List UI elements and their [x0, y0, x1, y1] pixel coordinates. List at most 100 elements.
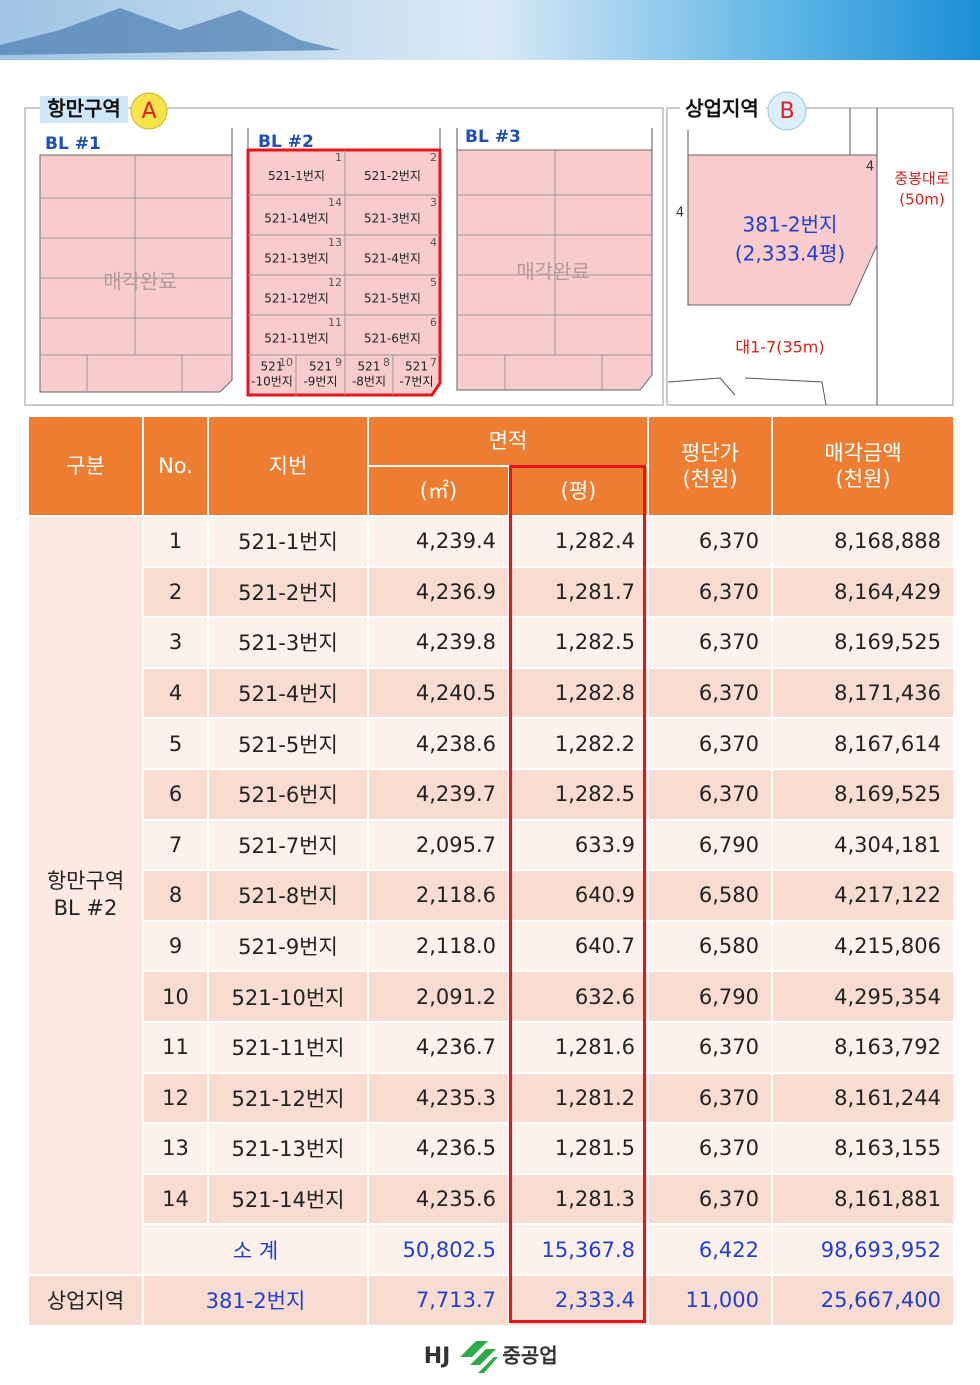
table-cell: 1,282.5 — [507, 767, 650, 821]
lot-label: 521 — [261, 360, 284, 374]
table-cell: 4,239.7 — [367, 767, 510, 821]
block-name: BL #2 — [258, 132, 314, 152]
table-cell: 521-7번지 — [207, 818, 369, 872]
table-cell: 521-11번지 — [207, 1020, 369, 1074]
table-cell: 4,215,806 — [771, 919, 956, 973]
lot-number: 4 — [430, 236, 437, 249]
road-width: (50m) — [899, 191, 944, 209]
header-cell: 평단가 (천원) — [647, 415, 774, 517]
table-row: 2 521-2번지 4,236.9 1,281.7 6,370 8,164,429 — [28, 565, 956, 619]
table-cell: 5 — [142, 717, 209, 770]
label-bg — [680, 96, 766, 123]
lot-label: 521-3번지 — [364, 212, 421, 226]
table-cell: 15,367.8 — [507, 1223, 650, 1276]
logo: HJ — [424, 1344, 451, 1369]
table-row: 10 521-10번지 2,091.2 632.6 6,790 4,295,354 — [28, 970, 956, 1023]
lot-number: 10 — [279, 356, 293, 369]
lot-label: 521 — [405, 360, 428, 374]
logo-mark — [460, 1341, 498, 1373]
lot-label: 521-6번지 — [364, 332, 421, 346]
table-cell: 25,667,400 — [771, 1273, 956, 1327]
table-cell: 2,095.7 — [367, 818, 510, 872]
table-cell: 1,281.5 — [507, 1122, 650, 1175]
table-cell: 6,422 — [647, 1223, 774, 1276]
block-lines — [248, 150, 440, 395]
table-cell: 8,169,525 — [771, 616, 956, 669]
table-cell: 6,370 — [647, 666, 774, 720]
group-line: 항만구역 — [46, 869, 125, 894]
table-cell: 7,713.7 — [367, 1273, 510, 1327]
table-cell: 4,236.5 — [367, 1122, 510, 1175]
company: 중공업 — [502, 1344, 557, 1368]
table-cell: 2,091.2 — [367, 970, 510, 1023]
table-row: 상업지역 381-2번지 7,713.7 2,333.4 11,000 25,667,40… — [27, 1273, 956, 1327]
table-cell: 98,693,952 — [771, 1223, 956, 1276]
table-cell: 521-8번지 — [207, 869, 369, 922]
block-name: BL #1 — [45, 134, 101, 154]
map-b-label: 상업지역 — [685, 97, 759, 121]
road-line — [456, 128, 653, 150]
header-line: (천원) — [682, 467, 738, 491]
table-cell: 1,282.5 — [507, 616, 650, 669]
table-row: 9 521-9번지 2,118.0 640.7 6,580 4,215,806 — [28, 919, 956, 973]
table-cell: 1,281.3 — [507, 1172, 650, 1226]
table-cell: 1,282.8 — [507, 666, 650, 720]
table-row: 소 계 50,802.5 15,367.8 6,422 98,693,952 — [28, 1223, 956, 1276]
table-cell: 6,370 — [647, 1122, 774, 1175]
table-cell: 8,168,888 — [771, 515, 956, 568]
table-cell: 381-2번지 — [142, 1273, 369, 1327]
lot-label: 521-14번지 — [264, 212, 329, 226]
block-lines — [457, 150, 652, 390]
road-line — [247, 128, 441, 150]
table-cell: 6,790 — [647, 818, 774, 872]
header-cell: 매각금액 (천원) — [771, 415, 956, 517]
table-cell: 521-2번지 — [207, 565, 369, 619]
table-cell: 4,236.9 — [367, 565, 510, 619]
table-row: 12 521-12번지 4,235.3 1,281.2 6,370 8,161,244 — [28, 1071, 956, 1125]
highlight-box — [509, 465, 646, 1323]
lot-label: 521-13번지 — [264, 252, 329, 266]
table-cell: 632.6 — [507, 970, 650, 1023]
table-cell: 8,171,436 — [771, 666, 956, 720]
block-status: 매각완료 — [103, 270, 177, 294]
table-cell: 11 — [142, 1020, 209, 1074]
table-cell: 6,370 — [647, 515, 774, 568]
lot-label: -8번지 — [352, 375, 386, 389]
header-cell: 지번 — [207, 415, 369, 517]
table-cell: 2,118.6 — [367, 869, 510, 922]
table-cell: 8,161,244 — [771, 1071, 956, 1125]
table-cell: 6,370 — [647, 767, 774, 821]
lot-number: 12 — [328, 276, 342, 289]
header-line: (천원) — [835, 467, 891, 491]
header-cell: 구분 — [27, 415, 144, 517]
lot-number: 13 — [328, 236, 342, 249]
header-cell: No. — [142, 415, 209, 517]
table-cell: 1,281.7 — [507, 565, 650, 619]
table-row: 3 521-3번지 4,239.8 1,282.5 6,370 8,169,525 — [28, 616, 956, 669]
edge-mark: 4 — [866, 160, 874, 175]
table-cell: 2,333.4 — [507, 1273, 650, 1327]
lot-number: 3 — [430, 196, 437, 209]
header-line: 평단가 — [681, 440, 739, 465]
table-cell: 640.7 — [507, 919, 650, 973]
table-cell: 항만구역 BL #2 — [27, 515, 144, 1276]
table-cell: 6,370 — [647, 565, 774, 619]
table-cell: 4,239.4 — [367, 515, 510, 568]
table-cell: 521-6번지 — [207, 767, 369, 821]
table-cell: 상업지역 — [27, 1273, 144, 1327]
sales-table: 구분 No. 지번 면적 평단가 (천원) 매각금액 (천원) (㎡) (평) 항만… — [27, 415, 956, 1327]
block-lines — [40, 155, 232, 392]
road-name: 대1-7(35m) — [735, 338, 824, 357]
table-cell: 4,217,122 — [771, 869, 956, 922]
lot-label: -10번지 — [251, 375, 293, 389]
table-cell: 6,370 — [647, 717, 774, 770]
table-cell: 7 — [142, 818, 209, 872]
lot-number: 6 — [430, 316, 437, 329]
footer: HJ 중공업 — [424, 1341, 558, 1373]
lot-label: 521-12번지 — [264, 292, 329, 306]
table-cell: 6,580 — [647, 919, 774, 973]
table-cell: 4,235.3 — [367, 1071, 510, 1125]
lot-label: -7번지 — [399, 375, 433, 389]
table-cell: 1,282.4 — [507, 515, 650, 568]
